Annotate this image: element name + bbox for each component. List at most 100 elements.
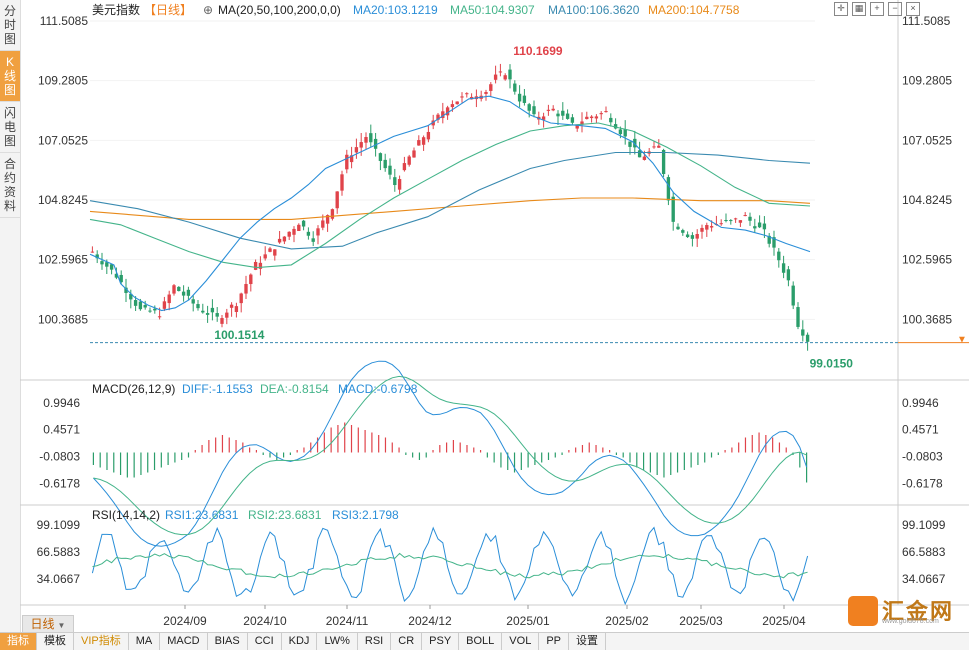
- indicator-tab-8[interactable]: LW%: [317, 633, 358, 650]
- crosshair-icon[interactable]: ✛: [834, 2, 848, 16]
- gold678-logo: 汇金网 www.gold678.com: [848, 592, 960, 630]
- candle-body: [561, 110, 565, 116]
- candle-body: [138, 301, 143, 310]
- indicator-bar: 指标 模板 VIP指标 MA MACD BIAS CCI KDJ LW% RSI CR PSY BOLL…: [0, 632, 969, 650]
- rsi-label: RSI(14,14,2): [92, 508, 160, 522]
- candle-body: [556, 113, 560, 117]
- zoom-in-icon[interactable]: +: [870, 2, 884, 16]
- candle-body: [628, 141, 632, 147]
- macd-tick-right: -0.0803: [902, 450, 943, 464]
- indicator-tab-13[interactable]: VOL: [502, 633, 540, 650]
- candle-body: [513, 83, 517, 92]
- indicator-tab-3[interactable]: MA: [129, 633, 161, 650]
- indicator-tab-12[interactable]: BOLL: [459, 633, 503, 650]
- diff-value: DIFF:-1.1553: [182, 382, 253, 396]
- candle-body: [340, 174, 344, 191]
- candle-body: [124, 287, 128, 293]
- tab-label: 闪电图: [3, 106, 16, 148]
- candle-body: [378, 153, 383, 161]
- candle-body: [306, 231, 311, 236]
- candle-body: [321, 220, 325, 228]
- candle-body: [354, 147, 359, 153]
- candle-body: [345, 154, 349, 170]
- logo-url: www.gold678.com: [882, 618, 939, 625]
- candle-body: [618, 129, 623, 135]
- candle-body: [532, 106, 536, 115]
- diff-line: [93, 360, 808, 547]
- candle-body: [517, 93, 522, 102]
- price-tick-right: 111.5085: [902, 14, 951, 28]
- x-tick: 2024/11: [326, 614, 369, 628]
- ma50-line: [89, 122, 811, 269]
- candle-body: [359, 142, 363, 148]
- candle-body: [441, 111, 445, 119]
- zoom-out-icon[interactable]: −: [888, 2, 902, 16]
- indicator-tab-1[interactable]: 模板: [37, 633, 74, 650]
- candle-body: [700, 227, 704, 232]
- indicator-tab-10[interactable]: CR: [391, 633, 423, 650]
- ma100-value: MA100:106.3620: [548, 3, 640, 17]
- candle-body: [325, 215, 330, 224]
- rsi1-line: [91, 526, 809, 606]
- indicator-tab-6[interactable]: CCI: [248, 633, 282, 650]
- candle-body: [724, 220, 728, 222]
- price-tick-left: 109.2805: [38, 74, 88, 88]
- candle-body: [661, 149, 666, 175]
- period-label: 日线: [30, 617, 55, 631]
- candle-body: [493, 74, 498, 80]
- candle-body: [738, 220, 743, 223]
- kline-chart[interactable]: 美元指数 【日线】 ⊕ MA(20,50,100,200,0,0) MA20:103.1…: [20, 0, 969, 632]
- price-tick-left: 102.5965: [38, 253, 88, 267]
- tab-contract-info[interactable]: 合约资料: [0, 153, 20, 218]
- indicator-tab-14[interactable]: PP: [539, 633, 569, 650]
- tab-timeshare[interactable]: 分时图: [0, 0, 20, 51]
- close-icon[interactable]: ×: [906, 2, 920, 16]
- grid-icon[interactable]: ▦: [852, 2, 866, 16]
- macd-tick-right: 0.4571: [902, 423, 939, 437]
- chevron-down-icon: ▼: [57, 621, 66, 630]
- rsi-tick-left: 66.5883: [37, 545, 81, 559]
- indicator-tab-15[interactable]: 设置: [569, 633, 606, 650]
- tab-flash[interactable]: 闪电图: [0, 102, 20, 153]
- price-tick-right: 100.3685: [902, 312, 952, 326]
- candle-body: [676, 226, 680, 230]
- candle-body: [594, 116, 599, 119]
- candle-body: [205, 313, 210, 315]
- candle-body: [498, 71, 503, 73]
- candle-body: [743, 215, 747, 217]
- candle-body: [119, 274, 123, 283]
- candle-body: [316, 228, 320, 236]
- candle-body: [162, 301, 167, 309]
- logo-text: 汇金网: [882, 599, 955, 624]
- indicator-tab-2[interactable]: VIP指标: [74, 633, 129, 650]
- candle-body: [114, 273, 119, 278]
- indicator-tab-0[interactable]: 指标: [0, 633, 37, 650]
- macd-value: MACD:-0.6798: [338, 382, 418, 396]
- indicator-tab-5[interactable]: BIAS: [208, 633, 248, 650]
- candle-body: [801, 329, 805, 336]
- candle-body: [589, 116, 594, 119]
- candle-body: [489, 84, 493, 91]
- macd-tick-right: 0.9946: [902, 396, 939, 410]
- candle-body: [148, 310, 152, 312]
- indicator-tab-4[interactable]: MACD: [160, 633, 208, 650]
- x-tick: 2025/02: [605, 614, 649, 628]
- candle-body: [748, 216, 752, 221]
- ma20-value: MA20:103.1219: [353, 3, 438, 17]
- indicator-tab-7[interactable]: KDJ: [282, 633, 318, 650]
- candle-body: [388, 165, 392, 175]
- candle-body: [167, 294, 171, 304]
- indicator-tab-9[interactable]: RSI: [358, 633, 392, 650]
- rsi2-value: RSI2:23.6831: [248, 508, 322, 522]
- candle-body: [129, 293, 133, 300]
- candle-body: [215, 313, 219, 317]
- candle-body: [153, 308, 157, 311]
- indicator-tab-11[interactable]: PSY: [422, 633, 460, 650]
- candle-body: [426, 131, 431, 140]
- period-selector[interactable]: 日线 ▼: [22, 615, 74, 633]
- candle-body: [191, 299, 195, 304]
- candle-body: [781, 263, 786, 273]
- price-tick-left: 111.5085: [40, 14, 89, 28]
- candle-body: [705, 225, 709, 230]
